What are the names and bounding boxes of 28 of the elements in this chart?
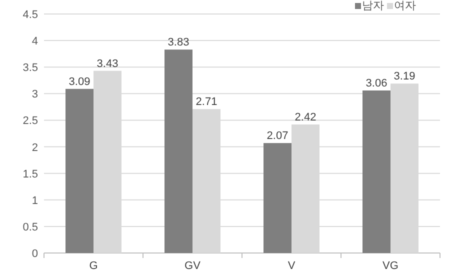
y-tick-label: 2 — [32, 142, 38, 154]
data-label: 3.06 — [366, 77, 388, 90]
data-label: 3.83 — [168, 36, 190, 49]
data-label: 3.19 — [394, 70, 416, 83]
bar — [164, 50, 192, 253]
x-tick-label: GV — [184, 260, 202, 272]
x-tick-label: VG — [382, 260, 398, 272]
legend-label: 남자 — [362, 0, 384, 12]
x-tick-label: V — [288, 260, 296, 272]
bar — [362, 90, 390, 253]
data-label: 2.07 — [266, 130, 288, 142]
x-tick-label: G — [89, 260, 98, 272]
y-tick-label: 3 — [32, 88, 38, 101]
data-label: 3.09 — [68, 76, 90, 88]
y-tick-label: 4.5 — [22, 9, 38, 21]
data-label: 3.43 — [96, 58, 118, 70]
y-tick-label: 0 — [32, 248, 38, 260]
data-label: 2.42 — [294, 111, 316, 124]
y-tick-label: 4 — [32, 36, 38, 48]
bar — [66, 88, 94, 253]
bar — [264, 143, 292, 253]
data-label: 2.71 — [196, 96, 218, 108]
y-tick-label: 3.5 — [22, 62, 38, 74]
legend-label: 여자 — [394, 0, 416, 12]
y-tick-label: 1.5 — [22, 168, 38, 180]
y-tick-label: 0.5 — [22, 221, 38, 234]
y-tick-label: 2.5 — [22, 115, 38, 128]
y-tick-label: 1 — [32, 194, 38, 207]
